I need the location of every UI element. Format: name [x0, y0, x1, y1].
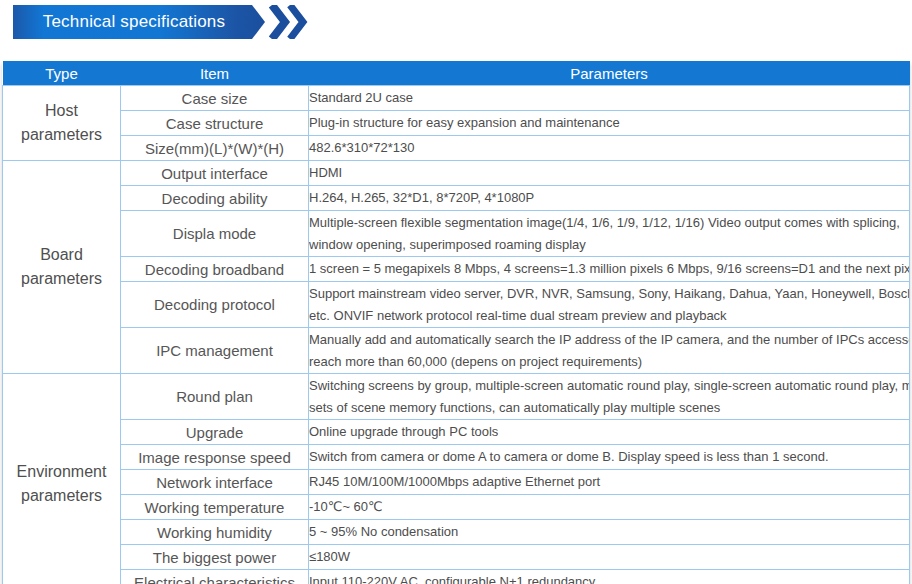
param-line: Online upgrade through PC tools	[309, 421, 909, 443]
column-header-item: Item	[121, 61, 309, 86]
type-label-line: parameters	[3, 267, 120, 291]
param-cell: H.264, H.265, 32*D1, 8*720P, 4*1080P	[309, 186, 910, 211]
param-line: -10℃~ 60℃	[309, 496, 909, 518]
param-cell: -10℃~ 60℃	[309, 495, 910, 520]
item-cell: The biggest power	[121, 545, 309, 570]
item-cell: Upgrade	[121, 420, 309, 445]
item-cell: Decoding ability	[121, 186, 309, 211]
item-cell: Displa mode	[121, 211, 309, 257]
type-label-line: parameters	[3, 123, 120, 147]
table-row: Electrical characteristicsInput 110-220V…	[3, 570, 910, 584]
table-row: Size(mm)(L)*(W)*(H)482.6*310*72*130	[3, 136, 910, 161]
param-line: Support mainstream video server, DVR, NV…	[309, 283, 909, 305]
param-line: HDMI	[309, 162, 909, 184]
column-header-type: Type	[3, 61, 121, 86]
table-body: HostparametersCase sizeStandard 2U caseC…	[3, 86, 910, 584]
param-line: H.264, H.265, 32*D1, 8*720P, 4*1080P	[309, 187, 909, 209]
param-cell: Online upgrade through PC tools	[309, 420, 910, 445]
param-line: Plug-in structure for easy expansion and…	[309, 112, 909, 134]
type-cell: Boardparameters	[3, 161, 121, 374]
param-line: 5 ~ 95% No condensation	[309, 521, 909, 543]
spec-table: TypeItemParameters HostparametersCase si…	[2, 61, 910, 584]
param-cell: HDMI	[309, 161, 910, 186]
table-row: Case structurePlug-in structure for easy…	[3, 111, 910, 136]
type-label-line: Board	[3, 243, 120, 267]
param-line: Standard 2U case	[309, 87, 909, 109]
param-line: RJ45 10M/100M/1000Mbps adaptive Ethernet…	[309, 471, 909, 493]
param-line: etc. ONVIF network protocol real-time du…	[309, 305, 909, 327]
page: Technical specifications TypeItemParamet…	[0, 0, 912, 584]
section-banner: Technical specifications	[13, 5, 310, 39]
item-cell: Electrical characteristics	[121, 570, 309, 584]
table-row: Network interfaceRJ45 10M/100M/1000Mbps …	[3, 470, 910, 495]
param-cell: Input 110-220V AC, configurable N+1 redu…	[309, 570, 910, 584]
param-cell: 1 screen = 5 megapixels 8 Mbps, 4 screen…	[309, 257, 910, 282]
param-line: 1 screen = 5 megapixels 8 Mbps, 4 screen…	[309, 258, 909, 280]
table-row: The biggest power≤180W	[3, 545, 910, 570]
item-cell: Decoding broadband	[121, 257, 309, 282]
param-line: Multiple-screen flexible segmentation im…	[309, 212, 909, 234]
table-row: Displa modeMultiple-screen flexible segm…	[3, 211, 910, 257]
table-row: EnvironmentparametersRound planSwitching…	[3, 374, 910, 420]
type-cell: Hostparameters	[3, 86, 121, 161]
table-row: BoardparametersOutput interfaceHDMI	[3, 161, 910, 186]
param-line: reach more than 60,000 (depens on projec…	[309, 351, 909, 373]
item-cell: Size(mm)(L)*(W)*(H)	[121, 136, 309, 161]
table-row: Decoding protocolSupport mainstream vide…	[3, 282, 910, 328]
item-cell: Working humidity	[121, 520, 309, 545]
table-row: IPC managementManually add and automatic…	[3, 328, 910, 374]
param-line: window opening, superimposed roaming dis…	[309, 234, 909, 256]
param-line: ≤180W	[309, 546, 909, 568]
item-cell: Case size	[121, 86, 309, 111]
item-cell: Decoding protocol	[121, 282, 309, 328]
table-row: Working humidity5 ~ 95% No condensation	[3, 520, 910, 545]
param-cell: Plug-in structure for easy expansion and…	[309, 111, 910, 136]
param-cell: Support mainstream video server, DVR, NV…	[309, 282, 910, 328]
param-cell: Switch from camera or dome A to camera o…	[309, 445, 910, 470]
table-row: Decoding broadband1 screen = 5 megapixel…	[3, 257, 910, 282]
item-cell: Output interface	[121, 161, 309, 186]
column-header-parameters: Parameters	[309, 61, 910, 86]
type-cell: Environmentparameters	[3, 374, 121, 584]
item-cell: Working temperature	[121, 495, 309, 520]
double-chevron-icon	[268, 5, 310, 39]
param-line: sets of scene memory functions, can auto…	[309, 397, 909, 419]
item-cell: Case structure	[121, 111, 309, 136]
item-cell: Image response speed	[121, 445, 309, 470]
param-line: Input 110-220V AC, configurable N+1 redu…	[309, 571, 909, 584]
type-label-line: Environment	[3, 460, 120, 484]
param-line: Switch from camera or dome A to camera o…	[309, 446, 909, 468]
param-cell: 5 ~ 95% No condensation	[309, 520, 910, 545]
item-cell: Network interface	[121, 470, 309, 495]
banner-ribbon: Technical specifications	[13, 5, 265, 39]
param-cell: Manually add and automatically search th…	[309, 328, 910, 374]
type-label-line: Host	[3, 99, 120, 123]
table-row: Working temperature-10℃~ 60℃	[3, 495, 910, 520]
param-cell: ≤180W	[309, 545, 910, 570]
param-cell: Standard 2U case	[309, 86, 910, 111]
param-cell: 482.6*310*72*130	[309, 136, 910, 161]
type-label-line: parameters	[3, 484, 120, 508]
table-row: Image response speedSwitch from camera o…	[3, 445, 910, 470]
param-cell: Multiple-screen flexible segmentation im…	[309, 211, 910, 257]
table-row: UpgradeOnline upgrade through PC tools	[3, 420, 910, 445]
param-cell: RJ45 10M/100M/1000Mbps adaptive Ethernet…	[309, 470, 910, 495]
table-row: Decoding abilityH.264, H.265, 32*D1, 8*7…	[3, 186, 910, 211]
item-cell: IPC management	[121, 328, 309, 374]
param-cell: Switching screens by group, multiple-scr…	[309, 374, 910, 420]
param-line: Manually add and automatically search th…	[309, 329, 909, 351]
table-header-row: TypeItemParameters	[3, 61, 910, 86]
banner-title: Technical specifications	[43, 12, 235, 32]
table-row: HostparametersCase sizeStandard 2U case	[3, 86, 910, 111]
item-cell: Round plan	[121, 374, 309, 420]
param-line: 482.6*310*72*130	[309, 137, 909, 159]
param-line: Switching screens by group, multiple-scr…	[309, 375, 909, 397]
